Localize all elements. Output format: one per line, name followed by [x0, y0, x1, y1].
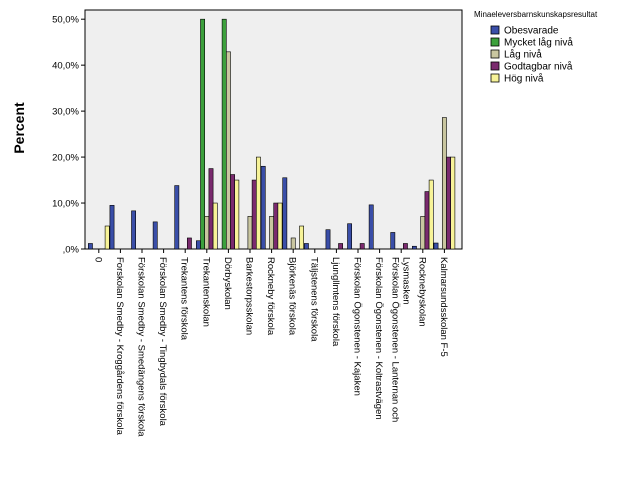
bar: [200, 18, 205, 250]
x-tick-label: Dörbyskolan: [222, 257, 233, 310]
legend-swatch: [490, 25, 500, 35]
y-tick-label: 20,0%: [52, 153, 79, 164]
bar: [428, 179, 434, 250]
x-tick-label: Förskolan Smedby - Smedängens förskola: [136, 257, 147, 437]
bar: [299, 225, 304, 250]
bar: [269, 216, 274, 250]
bar: [450, 156, 456, 250]
bar: [368, 204, 374, 250]
bar: [187, 237, 192, 250]
x-tick-label: Lysmasken: [401, 257, 412, 305]
legend-swatch: [490, 61, 500, 71]
bar: [131, 210, 136, 250]
x-axis-labels: 0 Forskolan Smedby - Kroggårdens förskola…: [92, 257, 449, 437]
bar: [411, 245, 417, 250]
bar: [359, 243, 365, 250]
x-tick-label: Björkenäs förskola: [287, 257, 298, 336]
x-tick-label: Barkestorpsskolan: [244, 257, 255, 335]
bar: [255, 156, 261, 250]
x-tick-label: Trekantens förskola: [179, 257, 190, 341]
x-tick-label: Rocknebyskolan: [416, 257, 427, 327]
bar: [212, 202, 218, 250]
legend-swatch: [490, 37, 500, 47]
bar: [221, 18, 227, 250]
bar: [174, 185, 180, 250]
bar: [446, 156, 451, 250]
legend-label: Godtagbar nivå: [504, 61, 573, 73]
bar: [441, 117, 447, 250]
bar: [104, 225, 110, 250]
legend-label: Mycket låg nivå: [504, 37, 573, 49]
y-tick-label: 10,0%: [52, 199, 79, 210]
bar: [260, 165, 266, 250]
bars: [88, 18, 456, 253]
y-axis: ,0% 10,0% 20,0% 30,0% 40,0% 50,0%: [52, 15, 85, 256]
y-tick-label: ,0%: [63, 245, 80, 256]
legend-label: Obesvarade: [504, 26, 559, 37]
bar: [230, 174, 235, 250]
bar: [277, 202, 283, 250]
x-tick-label: Förskolan Ögonstenen - Koltrastvägen: [373, 257, 384, 420]
bar: [303, 243, 309, 250]
bar: [152, 221, 158, 250]
bar: [325, 229, 331, 250]
legend-label: Hög nivå: [504, 73, 544, 85]
x-tick-label: Förskolan Ögonstenen - Kajaken: [352, 257, 363, 396]
bar: [282, 177, 288, 250]
x-tick-label: Täljstenens förskola: [308, 257, 319, 342]
x-tick-label: Forskolan Smedby - Kroggårdens förskola: [114, 257, 125, 436]
bar: [196, 240, 201, 250]
bar: [424, 191, 430, 250]
legend-swatch: [490, 73, 500, 83]
x-tick-label: Förskolan Smedby - Tingbydals förskola: [157, 257, 168, 427]
bar: [88, 243, 93, 250]
x-tick-label: Ljungllmtens förskola: [330, 257, 341, 347]
x-tick-label: Förskolan Ögonstenen - Lanternan och: [390, 257, 401, 422]
bar: [338, 243, 343, 250]
y-tick-label: 30,0%: [52, 107, 79, 118]
x-tick-label: Kalmarsundsskolan F-5: [438, 257, 449, 357]
bar: [247, 216, 253, 250]
bar: [204, 216, 210, 250]
legend-swatch: [490, 49, 500, 59]
x-tick-label: Rockneby förskola: [265, 257, 276, 336]
bar: [347, 223, 352, 250]
bar: [251, 179, 257, 250]
legend-title: Minaeleversbarnskunskapsresultat: [474, 10, 598, 19]
bar: [402, 243, 408, 250]
y-tick-label: 50,0%: [52, 15, 79, 26]
bar: [433, 242, 439, 250]
bar: [208, 168, 214, 250]
bar: [420, 216, 426, 250]
y-tick-label: 40,0%: [52, 61, 79, 72]
x-tick-label: 0: [92, 257, 103, 262]
y-axis-title: Percent: [11, 102, 27, 154]
x-tick-label: Trekantenskolan: [200, 257, 211, 327]
bar: [226, 51, 231, 250]
bar: [273, 202, 279, 250]
bar: [234, 179, 240, 250]
bar: [109, 205, 115, 250]
legend-label: Låg nivå: [504, 49, 542, 61]
legend: Minaeleversbarnskunskapsresultat Obesvar…: [474, 10, 598, 85]
bar: [290, 237, 296, 250]
bar: [390, 232, 396, 250]
